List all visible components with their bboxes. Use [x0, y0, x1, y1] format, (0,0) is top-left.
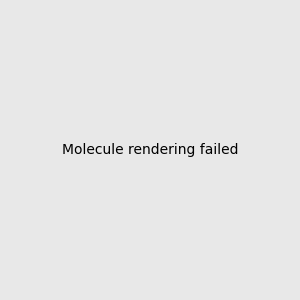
Text: Molecule rendering failed: Molecule rendering failed	[62, 143, 238, 157]
